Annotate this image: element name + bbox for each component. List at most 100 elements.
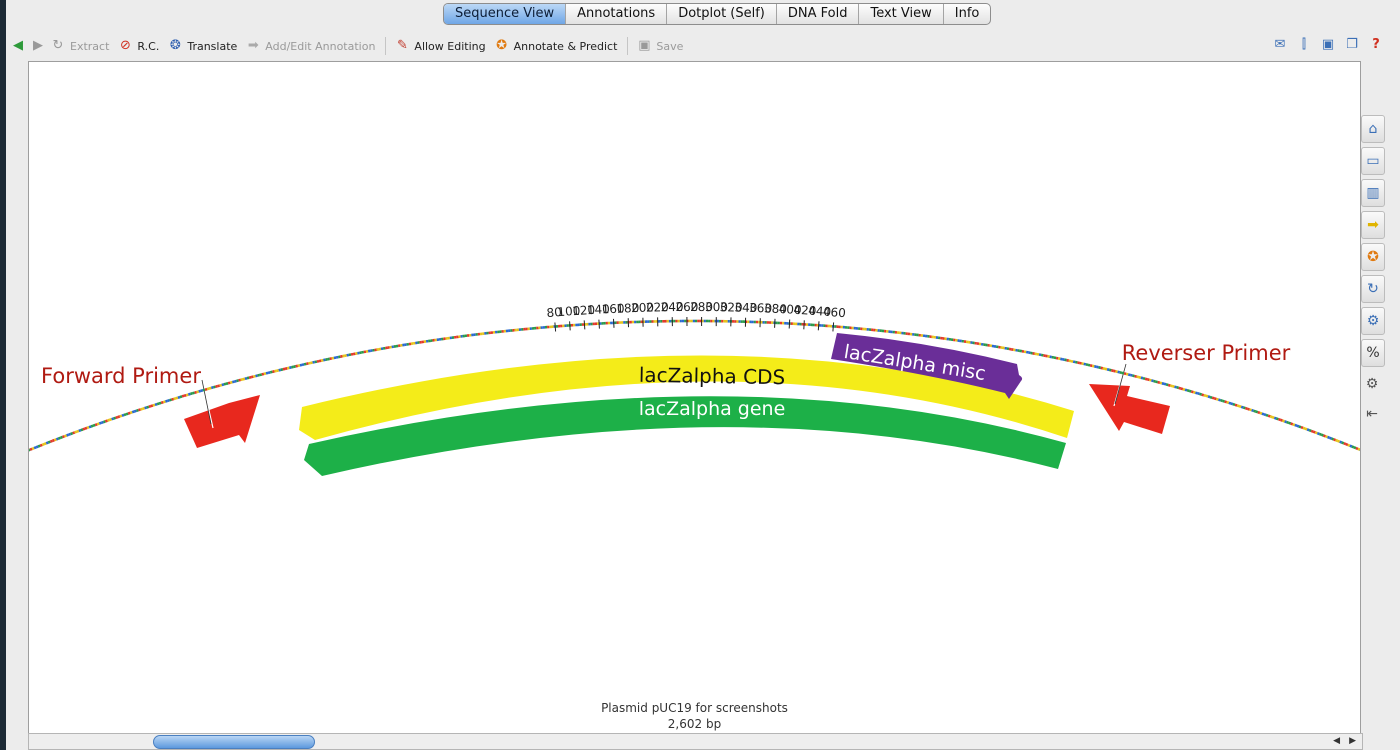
backbone-segment [1083, 362, 1087, 366]
add-edit-annotation-button[interactable]: ➡ Add/Edit Annotation [245, 38, 376, 54]
backbone-segment [1286, 420, 1290, 425]
backbone-segment [102, 420, 106, 424]
backbone-segment [100, 420, 104, 425]
tab-text-view[interactable]: Text View [859, 4, 944, 24]
tick-label: 200 [631, 300, 654, 315]
lacZalpha-cds-feature[interactable] [299, 355, 1074, 440]
reverse-primer-arrow[interactable] [1089, 384, 1170, 434]
toolbar-right-icons: ✉ ⫿ ▣ ❐ ? [1264, 37, 1384, 53]
refresh-icon[interactable]: ↻ [1361, 275, 1385, 303]
backbone-segment [1284, 420, 1288, 424]
scroll-right-arrow-icon[interactable]: ▶ [1349, 736, 1356, 746]
forward-primer-arrow[interactable] [184, 395, 260, 448]
backbone-segment [238, 378, 242, 382]
backbone-segment [333, 356, 337, 360]
backbone-segment [96, 422, 100, 426]
rc-label: R.C. [137, 39, 160, 53]
scroll-left-arrow-icon[interactable]: ◀ [1333, 736, 1340, 746]
allow-editing-button[interactable]: ✎ Allow Editing [394, 38, 486, 54]
backbone-segment [1351, 445, 1355, 449]
backbone-segment [1257, 410, 1261, 415]
save-icon: ▣ [638, 38, 651, 53]
arrow-annotation-icon[interactable]: ➡ [1361, 211, 1385, 239]
backbone-segment [185, 393, 189, 397]
tick-label: 160 [601, 301, 625, 316]
backbone-segment [187, 392, 191, 396]
backbone-segment [1094, 365, 1097, 369]
back-arrow-icon[interactable]: ◀ [13, 38, 23, 53]
backbone-segment [234, 379, 237, 383]
lacZalpha-misc-feature[interactable] [831, 333, 1023, 399]
backbone-segment [109, 417, 113, 422]
annotate-predict-button[interactable]: ✪ Annotate & Predict [494, 38, 617, 54]
gear-menu-icon[interactable]: ⚙ [1365, 376, 1379, 392]
tab-dotplot[interactable]: Dotplot (Self) [667, 4, 777, 24]
new-window-icon[interactable]: ❐ [1346, 37, 1358, 52]
backbone-segment [1220, 398, 1223, 403]
home-icon[interactable]: ⌂ [1361, 115, 1385, 143]
backbone-segment [316, 359, 320, 363]
settings-icon[interactable]: ⚙ [1361, 307, 1385, 335]
forward-primer-leader-line [201, 379, 212, 425]
backbone-segment [1320, 433, 1324, 437]
forward-arrow-icon[interactable]: ▶ [33, 38, 43, 53]
email-icon[interactable]: ✉ [1274, 37, 1286, 52]
rc-button[interactable]: ⊘ R.C. [117, 38, 159, 54]
backbone-segment [1027, 351, 1031, 355]
backbone-segment [1110, 369, 1114, 373]
translate-icon: ❂ [169, 38, 181, 53]
backbone-segment [123, 413, 127, 417]
extract-icon: ↻ [52, 38, 64, 53]
backbone-segment [1096, 365, 1099, 369]
backbone-segment [200, 389, 204, 393]
tab-annotations[interactable]: Annotations [566, 4, 668, 24]
percent-icon[interactable]: % [1361, 339, 1385, 367]
save-button[interactable]: ▣ Save [636, 38, 683, 54]
backbone-segment [1339, 440, 1343, 444]
collapse-panel-icon[interactable]: ⇤ [1366, 406, 1378, 422]
backbone-segment [269, 370, 273, 374]
add-edit-annotation-label: Add/Edit Annotation [265, 39, 376, 53]
backbone-segment [1106, 368, 1110, 372]
horizontal-scrollbar[interactable]: ◀ ▶ [28, 733, 1363, 750]
backbone-segment [1113, 369, 1116, 373]
backbone-segment [291, 365, 294, 369]
backbone-segment [261, 372, 265, 376]
backbone-segment [208, 386, 212, 390]
help-icon[interactable]: ? [1372, 37, 1380, 52]
window-icon[interactable]: ▣ [1321, 37, 1335, 52]
backbone-segment [1265, 413, 1269, 417]
tab-sequence-view[interactable]: Sequence View [444, 4, 567, 24]
backbone-segment [213, 385, 216, 389]
backbone-segment [107, 418, 110, 422]
backbone-segment [152, 403, 156, 407]
backbone-segment [1333, 438, 1337, 442]
column-icon[interactable]: ⫿ [1301, 37, 1307, 52]
tick-label: 300 [705, 300, 728, 314]
translate-button[interactable]: ❂ Translate [167, 38, 237, 54]
backbone-segment [1294, 423, 1298, 427]
tab-dna-fold[interactable]: DNA Fold [777, 4, 860, 24]
lacZalpha-gene-feature[interactable] [304, 396, 1066, 476]
backbone-segment [1176, 386, 1180, 390]
backbone-segment [90, 424, 94, 428]
backbone-segment [1314, 431, 1318, 435]
backbone-segment [240, 378, 244, 382]
backbone-segment [1153, 379, 1156, 383]
sequence-map-panel: 80 100 120 140 160 180 200 220 240 260 280 300 320 34… [28, 61, 1361, 736]
annotate-predict-icon: ✪ [496, 38, 508, 53]
backbone-segment [1070, 359, 1074, 363]
translate-label: Translate [187, 39, 238, 53]
scrollbar-thumb[interactable] [153, 735, 315, 749]
backbone-segment [192, 391, 195, 395]
extract-button[interactable]: ↻ Extract [50, 38, 110, 54]
backbone-segment [346, 353, 350, 357]
backbone-segment [274, 369, 277, 373]
backbone-segment [1091, 364, 1095, 368]
right-sidebar: ⌂ ▭ ▥ ➡ ✪ ↻ ⚙ % ⚙ ⇤ [1361, 115, 1385, 431]
tag-icon[interactable]: ✪ [1361, 243, 1385, 271]
monitor-icon[interactable]: ▭ [1361, 147, 1385, 175]
tab-info[interactable]: Info [954, 6, 980, 21]
bar-chart-icon[interactable]: ▥ [1361, 179, 1385, 207]
backbone-segment [1280, 418, 1283, 422]
